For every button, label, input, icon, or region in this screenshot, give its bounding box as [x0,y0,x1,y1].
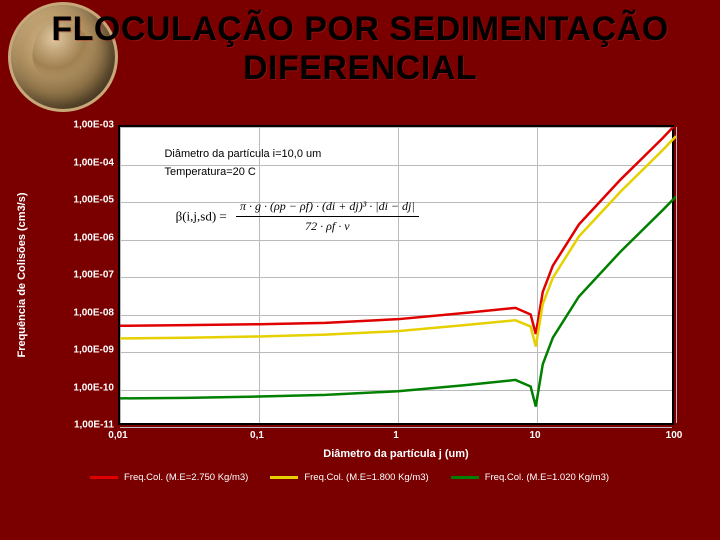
chart-annotation: Diâmetro da partícula i=10,0 um [164,148,321,160]
y-tick: 1,00E-10 [54,382,114,393]
y-axis-label: Frequência de Colisões (cm3/s) [16,192,28,357]
x-tick: 10 [529,430,540,441]
y-tick: 1,00E-07 [54,270,114,281]
legend-label: Freq.Col. (M.E=1.020 Kg/m3) [485,472,609,483]
legend-label: Freq.Col. (M.E=1.800 Kg/m3) [304,472,428,483]
legend-swatch [451,476,479,479]
legend-swatch [270,476,298,479]
x-tick: 100 [666,430,683,441]
y-tick: 1,00E-08 [54,307,114,318]
legend-label: Freq.Col. (M.E=2.750 Kg/m3) [124,472,248,483]
legend: Freq.Col. (M.E=2.750 Kg/m3) Freq.Col. (M.… [90,472,690,483]
y-tick: 1,00E-09 [54,345,114,356]
y-tick: 1,00E-03 [54,120,114,131]
chart-annotation: Temperatura=20 C [164,166,255,178]
legend-item: Freq.Col. (M.E=2.750 Kg/m3) [90,472,248,483]
x-axis-label: Diâmetro da partícula j (um) [118,448,674,460]
y-tick: 1,00E-05 [54,195,114,206]
y-tick: 1,00E-06 [54,232,114,243]
legend-swatch [90,476,118,479]
plot-area: Diâmetro da partícula i=10,0 um Temperatu… [118,125,674,425]
y-tick: 1,00E-04 [54,157,114,168]
x-tick: 0,1 [250,430,264,441]
y-tick: 1,00E-11 [54,420,114,431]
chart-container: Frequência de Colisões (cm3/s) 1,00E-111… [50,120,690,490]
x-tick: 1 [393,430,399,441]
legend-item: Freq.Col. (M.E=1.020 Kg/m3) [451,472,609,483]
formula: β(i,j,sd) = π · g · (ρp − ρf) · (di + dj… [176,199,419,234]
legend-item: Freq.Col. (M.E=1.800 Kg/m3) [270,472,428,483]
page-title: FLOCULAÇÃO POR SEDIMENTAÇÃO DIFERENCIAL [0,10,720,88]
x-tick: 0,01 [108,430,127,441]
